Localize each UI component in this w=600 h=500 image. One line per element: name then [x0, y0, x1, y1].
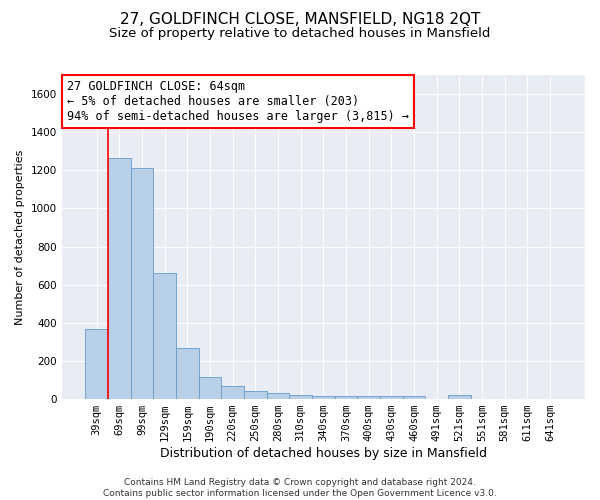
X-axis label: Distribution of detached houses by size in Mansfield: Distribution of detached houses by size …	[160, 447, 487, 460]
Bar	[221, 386, 244, 399]
Bar	[85, 328, 108, 399]
Text: 27, GOLDFINCH CLOSE, MANSFIELD, NG18 2QT: 27, GOLDFINCH CLOSE, MANSFIELD, NG18 2QT	[120, 12, 480, 28]
Bar	[176, 348, 199, 399]
Text: 27 GOLDFINCH CLOSE: 64sqm
← 5% of detached houses are smaller (203)
94% of semi-: 27 GOLDFINCH CLOSE: 64sqm ← 5% of detach…	[67, 80, 409, 123]
Bar	[154, 274, 176, 399]
Bar	[289, 396, 312, 399]
Bar	[199, 377, 221, 399]
Text: Contains HM Land Registry data © Crown copyright and database right 2024.
Contai: Contains HM Land Registry data © Crown c…	[103, 478, 497, 498]
Bar	[358, 396, 380, 399]
Bar	[448, 396, 470, 399]
Bar	[244, 392, 266, 399]
Text: Size of property relative to detached houses in Mansfield: Size of property relative to detached ho…	[109, 28, 491, 40]
Bar	[108, 158, 131, 399]
Bar	[312, 396, 335, 399]
Bar	[335, 396, 358, 399]
Bar	[266, 394, 289, 399]
Bar	[380, 396, 403, 399]
Bar	[403, 396, 425, 399]
Y-axis label: Number of detached properties: Number of detached properties	[15, 150, 25, 324]
Bar	[131, 168, 154, 399]
